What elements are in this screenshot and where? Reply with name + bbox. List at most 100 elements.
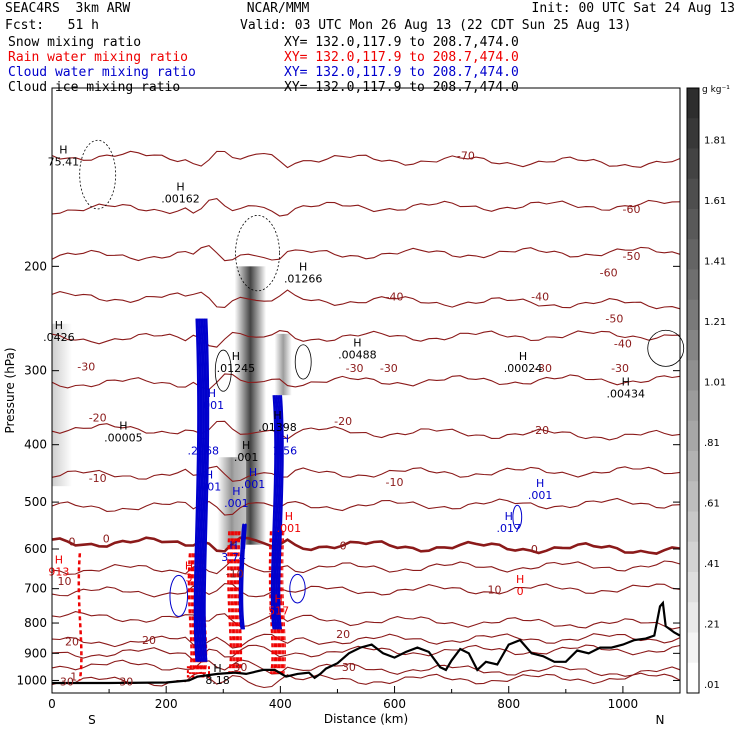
- snow-shade-left: [52, 323, 72, 487]
- x-tick-label-2: 400: [269, 697, 292, 711]
- cloud-contour-0-8: [203, 318, 210, 662]
- y-axis-title: Pressure (hPa): [3, 347, 17, 433]
- colorbar-label-3: 1.21: [704, 317, 726, 328]
- max-value-11: .2268: [188, 445, 220, 458]
- colorbar-label-0: 1.81: [704, 135, 726, 146]
- contour-label-16: -10: [89, 472, 107, 485]
- rain-contour-0-2: [190, 553, 195, 675]
- isotherm-1: [51, 198, 681, 217]
- contour-label-21: 0: [531, 543, 538, 556]
- cloud-contour-0-3: [197, 318, 203, 662]
- contour-label-10: -30: [380, 362, 398, 375]
- contour-label-7: -40: [614, 338, 632, 351]
- colorbar-cell-10: [687, 390, 699, 422]
- max-marker-1: H: [176, 180, 184, 193]
- isotherm-8: [51, 497, 681, 516]
- model-title: SEAC4RS 3km ARW: [5, 1, 131, 16]
- max-marker-13: H: [281, 433, 289, 446]
- colorbar-cell-15: [687, 541, 699, 573]
- contour-label-30: 30: [60, 676, 74, 689]
- max-value-14: .001: [197, 481, 222, 494]
- y-tick-label-7: 900: [24, 646, 47, 660]
- isotherm-11: [51, 583, 681, 598]
- contour-label-28: 30: [119, 676, 133, 689]
- x-tick-label-5: 1000: [608, 697, 639, 711]
- contour-label-9: -30: [346, 362, 364, 375]
- max-value-2: .01266: [284, 273, 323, 286]
- contour-label-layer: -70 -60 -60 -50 -50 -40 -40 -40 -30 -30 -30 -30 -30 -…: [43, 144, 645, 689]
- ice-contour-4: [294, 344, 312, 380]
- colorbar-unit: g kg⁻¹: [702, 85, 730, 95]
- isotherm-4: [51, 330, 681, 348]
- cloud-contour-1-2: [273, 395, 279, 630]
- max-value-5: .00488: [338, 348, 377, 361]
- x-tick-label-1: 200: [155, 697, 178, 711]
- contour-label-29: 1: [70, 671, 77, 684]
- colorbar-cell-1: [687, 118, 699, 149]
- center-title: NCAR/MMM: [246, 1, 310, 16]
- xy-snow: XY= 132.0,117.9 to 208.7,474.0: [284, 35, 519, 50]
- xy-cloud-water: XY= 132.0,117.9 to 208.7,474.0: [284, 65, 519, 80]
- x-tick-label-0: 0: [48, 697, 56, 711]
- colorbar-cell-3: [687, 178, 699, 210]
- max-marker-11: H: [199, 433, 207, 446]
- colorbar-label-7: .41: [704, 559, 720, 570]
- colorbar-label-8: .21: [704, 619, 720, 630]
- contour-label-19: 0: [103, 533, 110, 546]
- colorbar: 1.81 1.61 1.41 1.21 1.01 .81 .61 .41 .21 .01 g kg⁻…: [686, 85, 730, 694]
- endpoint-label-north: N: [656, 713, 665, 727]
- field-label-rain: Rain water mixing ratio: [8, 50, 189, 65]
- rain-contour-2-10: [281, 531, 285, 675]
- snow-shade-right: [274, 333, 292, 396]
- rain-contour-1-8: [237, 531, 241, 673]
- cloud-contour-1-3: [275, 395, 280, 630]
- max-value-23: 0: [517, 585, 524, 598]
- max-marker-4: H: [232, 350, 240, 363]
- colorbar-cell-11: [687, 420, 699, 452]
- contour-label-22: 10: [58, 575, 72, 588]
- rain-contour-3-0: [77, 553, 82, 681]
- colorbar-label-1: 1.61: [704, 196, 726, 207]
- y-tick-label-0: 200: [24, 259, 47, 273]
- max-value-25: 8.18: [205, 674, 230, 687]
- colorbar-label-2: 1.41: [704, 256, 726, 267]
- rain-contour-3-1: [79, 553, 83, 681]
- max-value-13: 1.56: [273, 445, 298, 458]
- max-value-16: .001: [224, 497, 249, 510]
- isotherm-5: [51, 373, 681, 391]
- max-value-3: .0426: [43, 331, 75, 344]
- max-value-6: .00024: [504, 362, 543, 375]
- max-marker-17: H: [536, 477, 544, 490]
- ice-contour-2: [647, 329, 685, 367]
- max-marker-5: H: [353, 336, 361, 349]
- colorbar-cell-13: [687, 481, 699, 512]
- terrain-line: [52, 600, 681, 685]
- rain-contour-0-0: [187, 553, 192, 675]
- cloud-blob-2: [512, 504, 523, 530]
- field-label-snow: Snow mixing ratio: [8, 35, 142, 50]
- ice-contour-0: [79, 139, 117, 210]
- x-axis-title: Distance (km): [324, 712, 408, 726]
- contour-label-14: -20: [334, 415, 352, 428]
- max-marker-8: H: [119, 419, 127, 432]
- contour-label-2: -60: [600, 267, 618, 280]
- contour-label-11: -30: [534, 362, 552, 375]
- max-value-8: .00005: [104, 431, 143, 444]
- cloud-blob-0: [169, 574, 189, 618]
- colorbar-cell-8: [687, 330, 699, 361]
- contour-label-5: -40: [386, 291, 404, 304]
- max-marker-21: H: [55, 554, 63, 567]
- max-marker-7: H: [622, 375, 630, 388]
- colorbar-cell-16: [687, 572, 699, 603]
- cloud-contour-1-0: [270, 395, 277, 630]
- isotherm-16: [51, 671, 681, 689]
- rain-contour-1-1: [228, 531, 233, 673]
- x-tick-label-3: 600: [383, 697, 406, 711]
- colorbar-cell-14: [687, 511, 699, 543]
- rain-contour-1-3: [230, 531, 235, 673]
- max-value-17: .001: [528, 489, 553, 502]
- rain-contour-1-9: [237, 531, 243, 673]
- max-marker-0: H: [59, 144, 67, 157]
- colorbar-label-9: .01: [704, 680, 720, 691]
- colorbar-cell-18: [687, 632, 699, 664]
